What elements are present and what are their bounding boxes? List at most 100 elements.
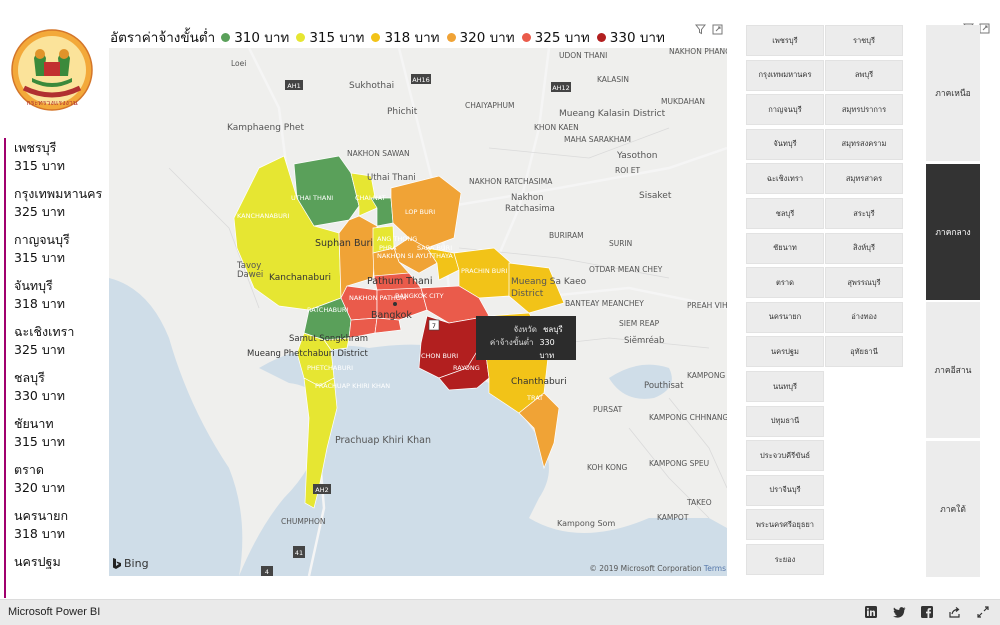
- twitter-icon[interactable]: [892, 605, 906, 619]
- legend-item[interactable]: 318 บาท: [371, 26, 440, 48]
- province-list-item[interactable]: ชลบุรี 330 บาท: [4, 368, 106, 414]
- province-list-item[interactable]: ชัยนาท 315 บาท: [4, 414, 106, 460]
- facebook-icon[interactable]: [920, 605, 934, 619]
- map-label: Mueang Sa Kaeo: [511, 277, 587, 287]
- focus-mode-icon[interactable]: [712, 20, 723, 39]
- province-uthai-thani[interactable]: [293, 155, 360, 227]
- slicer-option[interactable]: จันทบุรี: [746, 128, 824, 160]
- tooltip-value: ชลบุรี: [543, 325, 563, 334]
- slicer-option[interactable]: อุทัยธานี: [825, 336, 903, 368]
- province-list-item[interactable]: กาญจนบุรี 315 บาท: [4, 230, 106, 276]
- map-canvas[interactable]: Sukhothai Kamphaeng Phet Phichit Mueang …: [109, 47, 750, 577]
- map-label: SIEM REAP: [619, 319, 660, 328]
- province-chai-nat[interactable]: [350, 172, 378, 217]
- province-list-item[interactable]: เพชรบุรี 315 บาท: [4, 138, 106, 184]
- province-sa-kaeo[interactable]: [508, 262, 565, 314]
- map-label: ROI ET: [615, 166, 640, 175]
- province-bangkok[interactable]: [376, 287, 428, 321]
- map-visual-header: [694, 20, 723, 39]
- map-copyright: © 2019 Microsoft Corporation Terms: [589, 564, 726, 573]
- slicer-option[interactable]: สมุทรปราการ: [825, 94, 903, 126]
- filter-icon[interactable]: [694, 20, 707, 39]
- province-nakhon-nayok[interactable]: [426, 247, 460, 281]
- map-label: Mueang Kalasin District: [559, 109, 666, 119]
- slicer-option[interactable]: ชัยนาท: [746, 232, 824, 264]
- province-prachin-buri[interactable]: [453, 247, 512, 299]
- bing-attribution: Bing: [112, 557, 149, 570]
- slicer-option[interactable]: นครปฐม: [746, 336, 824, 368]
- legend-item[interactable]: 315 บาท: [296, 26, 364, 48]
- map-label: Siĕmréab: [624, 335, 664, 346]
- province-label: PHETCHABURI: [307, 364, 353, 372]
- province-sing-buri[interactable]: [370, 197, 394, 227]
- province-label: NAKHON SI AYUTTHAYA: [377, 252, 453, 260]
- province-list-item[interactable]: ตราด 320 บาท: [4, 460, 106, 506]
- powerbi-brand[interactable]: Microsoft Power BI: [8, 606, 101, 618]
- slicer-option[interactable]: ปทุมธานี: [746, 405, 824, 437]
- slicer-option[interactable]: กรุงเทพมหานคร: [746, 59, 824, 91]
- province-list-item[interactable]: นครนายก 318 บาท: [4, 506, 106, 552]
- legend-swatch: [446, 32, 456, 42]
- province-trat[interactable]: [518, 392, 560, 470]
- map-label: KALASIN: [597, 75, 629, 84]
- region-option[interactable]: ภาคอีสาน: [926, 302, 980, 438]
- map-label: Chanthaburi: [511, 377, 567, 387]
- province-list-item[interactable]: กรุงเทพมหานคร 325 บาท: [4, 184, 106, 230]
- slicer-option[interactable]: ตราด: [746, 267, 824, 299]
- slicer-option[interactable]: สระบุรี: [825, 198, 903, 229]
- province-wage-list[interactable]: เพชรบุรี 315 บาท กรุงเทพมหานคร 325 บาท กาญจน…: [4, 138, 106, 598]
- province-label: CHAI NAT: [355, 194, 386, 202]
- legend-label: 315 บาท: [309, 30, 365, 46]
- region-option[interactable]: ภาคกลาง: [926, 163, 980, 300]
- thailand-wage-map[interactable]: Sukhothai Kamphaeng Phet Phichit Mueang …: [109, 47, 750, 577]
- tonle-sap: [609, 364, 672, 399]
- slicer-option[interactable]: สมุทรสาคร: [825, 163, 903, 195]
- legend-label: 320 บาท: [459, 30, 515, 46]
- map-label: Kampong Som: [557, 519, 615, 528]
- slicer-option[interactable]: ประจวบคีรีขันธ์: [746, 440, 824, 472]
- province-list-item[interactable]: ฉะเชิงเทรา 325 บาท: [4, 322, 106, 368]
- slicer-option[interactable]: สมุทรสงคราม: [825, 128, 903, 160]
- slicer-option[interactable]: ฉะเชิงเทรา: [746, 163, 824, 195]
- terms-link[interactable]: Terms: [703, 564, 726, 573]
- province-name: เพชรบุรี: [14, 140, 57, 155]
- province-list-item[interactable]: จันทบุรี 318 บาท: [4, 276, 106, 322]
- province-wage: 325 บาท: [14, 342, 66, 357]
- map-label: TAKEO: [686, 498, 712, 507]
- legend-item[interactable]: 330 บาท: [596, 26, 665, 48]
- slicer-option[interactable]: ปราจีนบุรี: [746, 474, 824, 506]
- slicer-option[interactable]: ราชบุรี: [825, 25, 903, 56]
- province-samut-prakan[interactable]: [374, 317, 402, 334]
- province-name: ฉะเชิงเทรา: [14, 324, 75, 339]
- slicer-option[interactable]: สุพรรณบุรี: [825, 267, 903, 299]
- slicer-option[interactable]: อ่างทอง: [825, 301, 903, 333]
- slicer-option[interactable]: นครนายก: [746, 301, 824, 333]
- slicer-option[interactable]: ระยอง: [746, 544, 824, 575]
- legend-item[interactable]: 310 บาท: [221, 26, 289, 48]
- slicer-option[interactable]: เพชรบุรี: [746, 25, 824, 56]
- map-label: KAMPONG SPEU: [649, 459, 709, 468]
- map-label: KAMPONG CHHNANG: [649, 413, 727, 422]
- slicer-option[interactable]: กาญจนบุรี: [746, 94, 824, 126]
- region-option[interactable]: ภาคใต้: [926, 440, 980, 577]
- slicer-option[interactable]: ชลบุรี: [746, 198, 824, 229]
- legend-item[interactable]: 325 บาท: [521, 26, 590, 48]
- legend-label: 310 บาท: [234, 30, 290, 46]
- share-icon[interactable]: [948, 605, 962, 619]
- province-wage: 325 บาท: [14, 204, 66, 219]
- map-tooltip: จังหวัด ชลบุรี ค่าจ้างขั้นต่ำ 330 บาท: [476, 316, 576, 360]
- slicer-option[interactable]: พระนครศรีอยุธยา: [746, 509, 824, 541]
- road-shield: 41: [295, 549, 303, 557]
- slicer-option[interactable]: นนทบุรี: [746, 371, 824, 402]
- province-list-item[interactable]: นครปฐม: [4, 552, 106, 598]
- focus-mode-icon[interactable]: [979, 19, 990, 38]
- slicer-option[interactable]: สิงห์บุรี: [825, 232, 903, 264]
- linkedin-icon[interactable]: [864, 605, 878, 619]
- slicer-option[interactable]: ลพบุรี: [825, 59, 903, 91]
- bing-icon: [113, 557, 121, 569]
- tooltip-key: จังหวัด: [513, 325, 537, 334]
- legend-item[interactable]: 320 บาท: [446, 26, 515, 48]
- map-label: Nakhon: [511, 193, 543, 203]
- fullscreen-icon[interactable]: [976, 605, 990, 619]
- region-option[interactable]: ภาคเหนือ: [926, 25, 980, 161]
